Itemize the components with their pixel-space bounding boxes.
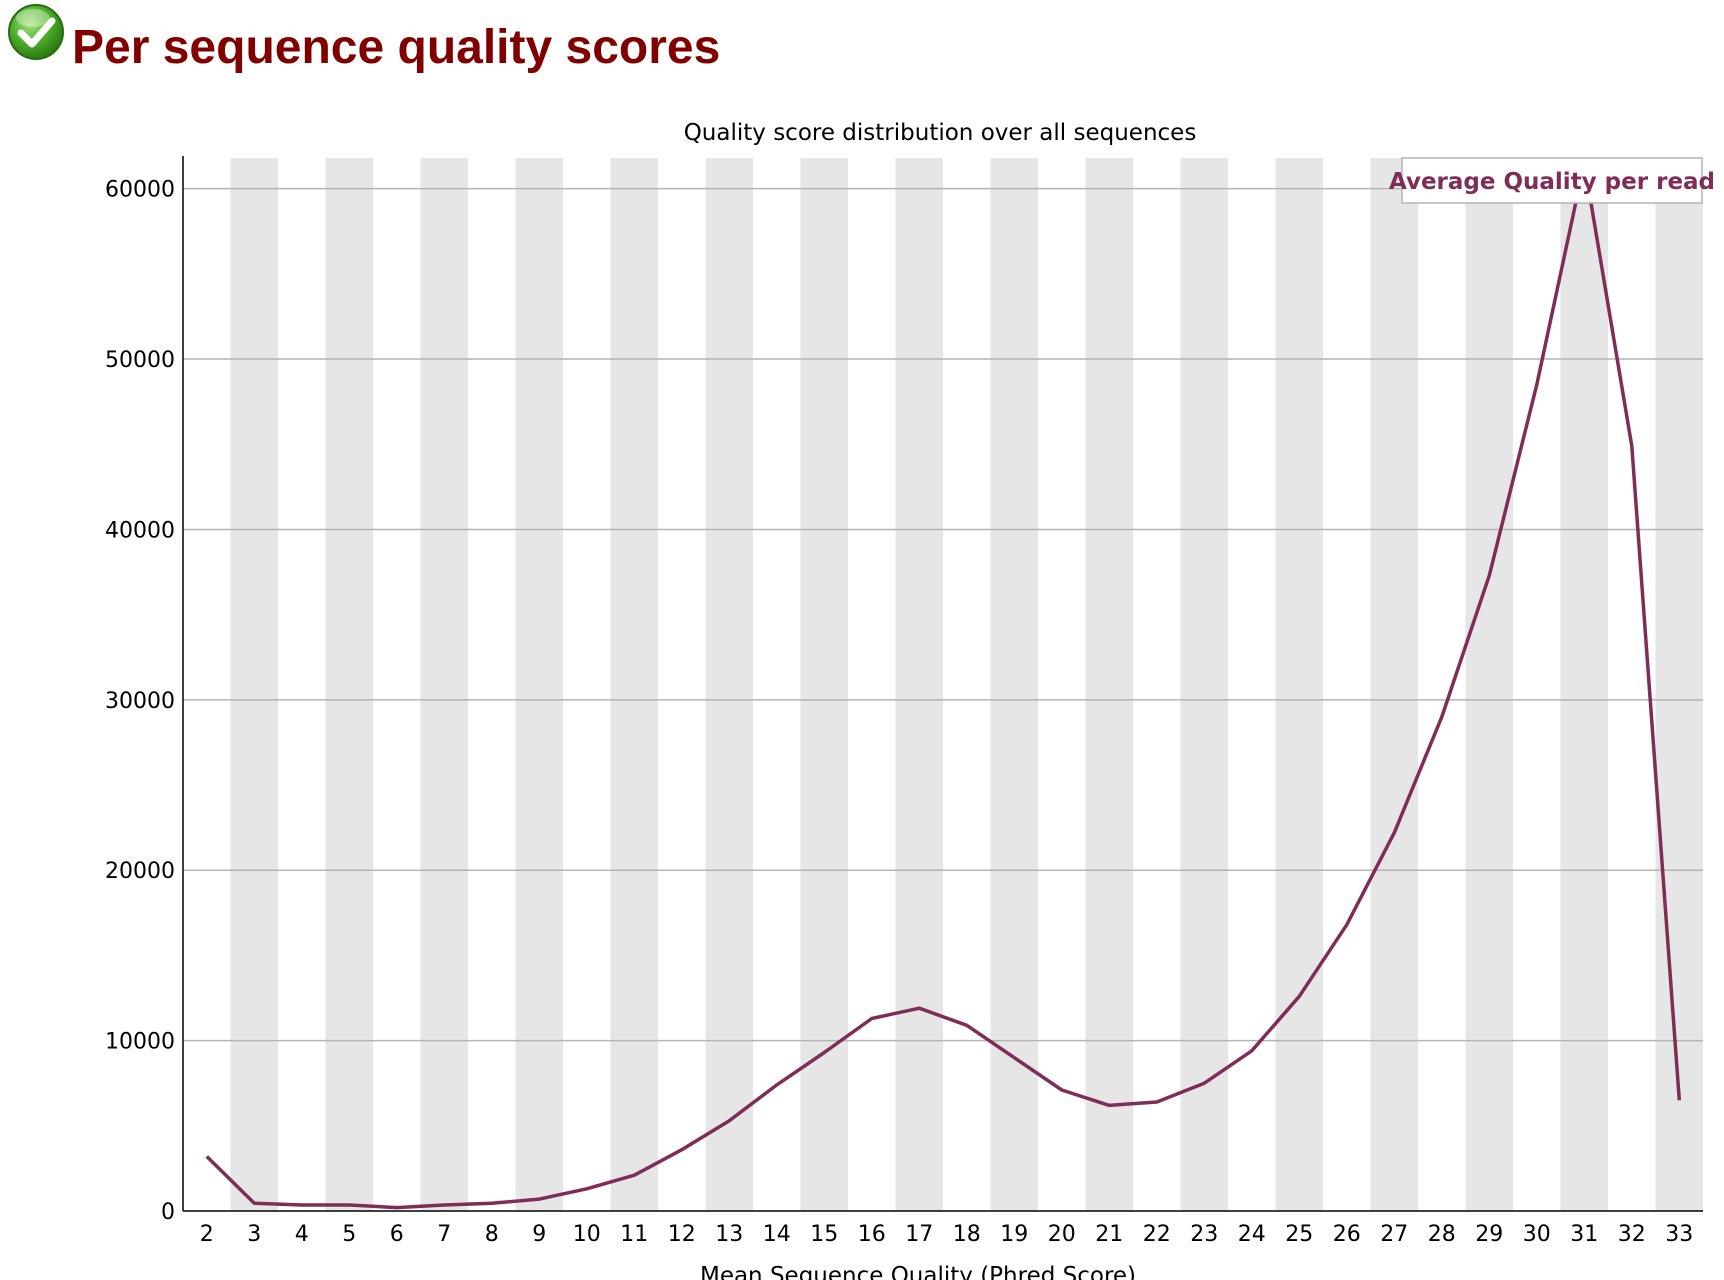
x-tick-8: 8 [485,1222,499,1247]
x-tick-28: 28 [1428,1222,1456,1247]
legend-label: Average Quality per read [1389,169,1715,195]
x-tick-23: 23 [1190,1222,1218,1247]
category-stripes [231,158,1704,1211]
x-tick-15: 15 [810,1222,838,1247]
x-tick-12: 12 [668,1222,696,1247]
stripe-19 [991,158,1039,1211]
x-tick-2: 2 [200,1222,214,1247]
stripe-25 [1276,158,1324,1211]
y-tick-50000: 50000 [105,348,175,373]
x-tick-32: 32 [1618,1222,1646,1247]
legend: Average Quality per read [1389,158,1715,203]
stripe-9 [516,158,564,1211]
y-tick-20000: 20000 [105,859,175,884]
stripe-17 [896,158,944,1211]
stripe-31 [1561,158,1609,1211]
x-tick-17: 17 [905,1222,933,1247]
x-tick-9: 9 [532,1222,546,1247]
x-tick-13: 13 [715,1222,743,1247]
x-tick-29: 29 [1475,1222,1503,1247]
y-tick-10000: 10000 [105,1030,175,1055]
x-tick-22: 22 [1143,1222,1171,1247]
x-tick-16: 16 [858,1222,886,1247]
y-tick-0: 0 [161,1200,175,1225]
y-tick-30000: 30000 [105,689,175,714]
stripe-29 [1466,158,1514,1211]
y-tick-labels: 0 10000 20000 30000 40000 50000 60000 [105,178,175,1225]
stripe-13 [706,158,754,1211]
x-tick-30: 30 [1523,1222,1551,1247]
stripe-27 [1371,158,1419,1211]
x-axis-label: Mean Sequence Quality (Phred Score) [700,1263,1136,1280]
x-tick-26: 26 [1333,1222,1361,1247]
x-tick-31: 31 [1570,1222,1598,1247]
stripe-23 [1181,158,1229,1211]
y-tick-60000: 60000 [105,178,175,203]
x-tick-5: 5 [342,1222,356,1247]
y-tick-40000: 40000 [105,518,175,543]
x-tick-24: 24 [1238,1222,1266,1247]
page-title: Per sequence quality scores [72,24,720,74]
x-tick-21: 21 [1095,1222,1123,1247]
chart-title: Quality score distribution over all sequ… [684,120,1197,146]
x-tick-4: 4 [295,1222,309,1247]
x-tick-3: 3 [247,1222,261,1247]
x-tick-10: 10 [573,1222,601,1247]
x-tick-18: 18 [953,1222,981,1247]
module-header: Per sequence quality scores [6,2,720,74]
stripe-7 [421,158,469,1211]
x-tick-11: 11 [620,1222,648,1247]
stripe-21 [1086,158,1134,1211]
x-tick-19: 19 [1000,1222,1028,1247]
stripe-33 [1656,158,1704,1211]
stripe-5 [326,158,374,1211]
x-tick-33: 33 [1665,1222,1693,1247]
stripe-3 [231,158,279,1211]
x-tick-6: 6 [390,1222,404,1247]
stripe-11 [611,158,659,1211]
x-tick-25: 25 [1285,1222,1313,1247]
pass-check-icon [6,2,66,62]
x-tick-14: 14 [763,1222,791,1247]
x-tick-7: 7 [437,1222,451,1247]
x-tick-labels: 2 3 4 5 6 7 8 9 10 11 12 13 14 15 16 17 18 19 20 21 22 23 24 25… [200,1222,1694,1247]
x-tick-27: 27 [1380,1222,1408,1247]
x-tick-20: 20 [1048,1222,1076,1247]
